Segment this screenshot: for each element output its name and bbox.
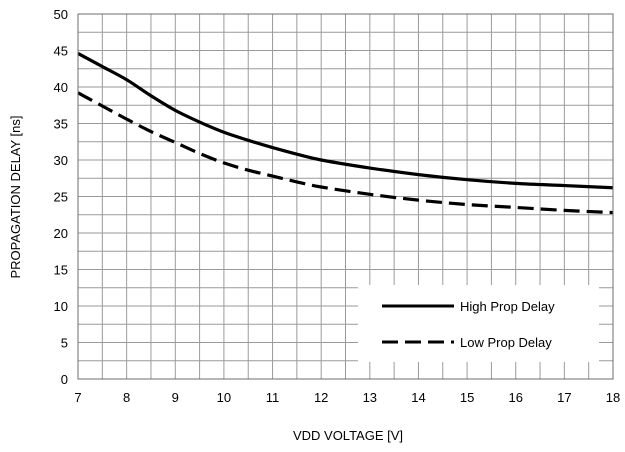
x-tick-label: 17	[557, 390, 571, 405]
plot-border	[77, 13, 614, 380]
x-tick-label: 9	[172, 390, 179, 405]
y-tick-label: 0	[61, 372, 68, 387]
x-tick-label: 16	[508, 390, 522, 405]
y-axis-title: PROPAGATION DELAY [ns]	[8, 115, 23, 278]
x-tick-label: 14	[411, 390, 425, 405]
y-tick-label: 5	[61, 336, 68, 351]
x-tick-label: 8	[123, 390, 130, 405]
tick-labels: 7 8 9 10 11 12 13 14 15 16 17 18 0 5 10 15 20 25 30 35 40 45 5…	[54, 7, 621, 405]
x-tick-label: 7	[74, 390, 81, 405]
plot-frame	[77, 13, 614, 380]
y-tick-label: 20	[54, 226, 68, 241]
y-tick-label: 10	[54, 299, 68, 314]
y-tick-label: 15	[54, 263, 68, 278]
y-tick-label: 50	[54, 7, 68, 22]
x-tick-label: 15	[460, 390, 474, 405]
y-tick-label: 40	[54, 80, 68, 95]
x-tick-label: 18	[606, 390, 620, 405]
series-layer	[77, 52, 614, 215]
x-tick-label: 10	[217, 390, 231, 405]
series-line-high-prop-delay	[77, 52, 614, 190]
y-tick-label: 35	[54, 117, 68, 132]
x-tick-label: 13	[363, 390, 377, 405]
y-tick-label: 30	[54, 153, 68, 168]
legend-label-low: Low Prop Delay	[460, 335, 552, 350]
y-tick-label: 25	[54, 190, 68, 205]
legend: High Prop Delay Low Prop Delay	[358, 285, 599, 362]
y-tick-label: 45	[54, 44, 68, 59]
x-tick-label: 12	[314, 390, 328, 405]
x-axis-title: VDD VOLTAGE [V]	[293, 428, 403, 443]
x-tick-label: 11	[266, 390, 280, 405]
legend-box	[358, 285, 599, 362]
legend-label-high: High Prop Delay	[460, 299, 555, 314]
series-line-low-prop-delay	[77, 91, 614, 215]
